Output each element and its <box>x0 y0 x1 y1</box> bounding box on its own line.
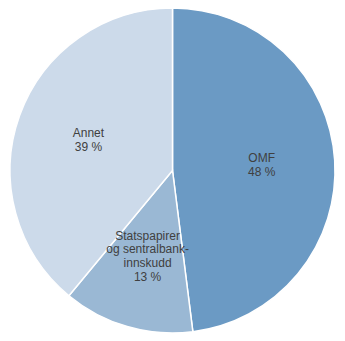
category-label: Statspapirerog sentralbank-innskudd <box>106 229 189 271</box>
category-label: Annet <box>73 126 105 140</box>
value-label: 48 % <box>248 165 276 179</box>
slice-label: OMF48 % <box>248 151 276 179</box>
category-label-line: OMF <box>248 151 275 165</box>
chart: OMF48 % Statspapirerog sentralbank-innsku… <box>0 0 345 341</box>
value-label: 13 % <box>134 270 162 284</box>
pie <box>10 8 335 333</box>
value-label: 39 % <box>75 140 103 154</box>
category-label-line: Annet <box>73 126 105 140</box>
slice-label: Annet39 % <box>73 126 105 154</box>
labels: OMF48 % Statspapirerog sentralbank-innsku… <box>73 126 276 284</box>
category-label-line: innskudd <box>124 256 172 270</box>
pie-slice <box>173 8 336 332</box>
category-label-line: og sentralbank- <box>106 242 189 256</box>
slice-label: Statspapirerog sentralbank-innskudd13 % <box>106 229 189 284</box>
category-label: OMF <box>248 151 275 165</box>
category-label-line: Statspapirer <box>115 229 180 243</box>
